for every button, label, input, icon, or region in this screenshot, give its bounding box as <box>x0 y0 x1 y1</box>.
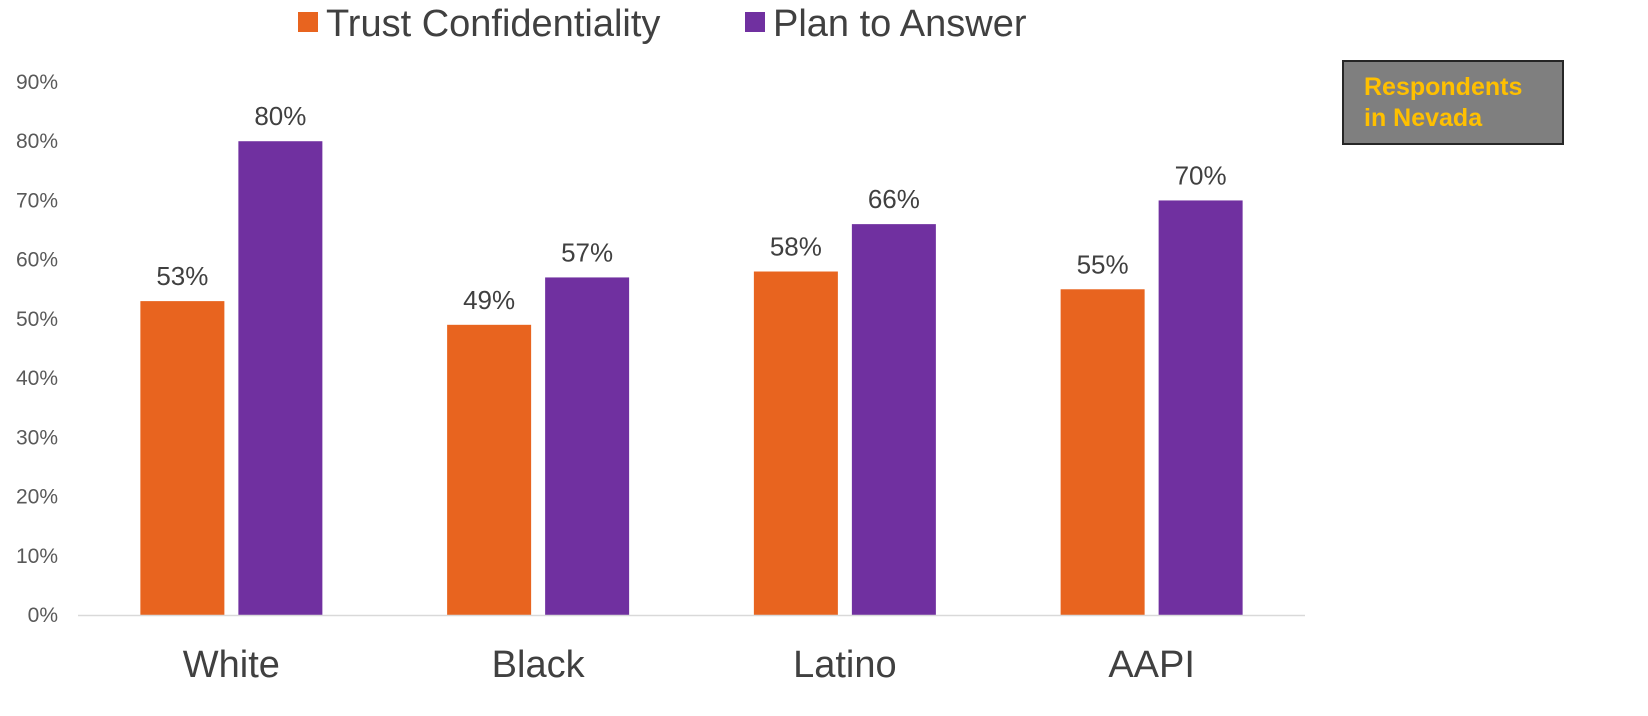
y-tick-label: 10% <box>16 545 58 568</box>
bar-aapi-1 <box>1158 200 1243 615</box>
legend-swatch <box>745 12 765 32</box>
data-label: 80% <box>254 101 306 131</box>
legend-label: Trust Confidentiality <box>326 3 660 45</box>
data-label: 55% <box>1077 249 1129 279</box>
y-tick-label: 50% <box>16 308 58 331</box>
y-tick-label: 80% <box>16 130 58 153</box>
bar-latino-0 <box>753 271 838 615</box>
data-label: 58% <box>770 232 822 262</box>
category-label: White <box>183 644 280 686</box>
category-label: Black <box>492 644 586 686</box>
bar-white-1 <box>238 141 323 615</box>
bars <box>140 141 1243 615</box>
category-label: AAPI <box>1108 644 1195 686</box>
data-label: 70% <box>1175 160 1227 190</box>
y-tick-label: 0% <box>28 604 58 627</box>
y-tick-label: 60% <box>16 249 58 272</box>
bar-latino-1 <box>851 224 936 615</box>
y-tick-label: 40% <box>16 367 58 390</box>
legend-label: Plan to Answer <box>773 3 1027 45</box>
data-labels: 53% 80% 49% 57% 58% 66% 55% 70% <box>156 101 1226 315</box>
category-label: Latino <box>793 644 897 686</box>
annotation-text: Respondents in Nevada <box>1364 73 1523 132</box>
bar-white-0 <box>140 301 225 615</box>
y-tick-label: 70% <box>16 189 58 212</box>
bar-aapi-0 <box>1060 289 1145 615</box>
data-label: 53% <box>156 261 208 291</box>
y-tick-label: 90% <box>16 71 58 94</box>
bar-black-0 <box>447 324 532 615</box>
y-tick-label: 30% <box>16 426 58 449</box>
data-label: 49% <box>463 285 515 315</box>
y-tick-label: 20% <box>16 486 58 509</box>
data-label: 57% <box>561 237 613 267</box>
legend-swatch <box>298 12 318 32</box>
y-axis: 0% 10% 20% 30% 40% 50% 60% 70% 80% 90% <box>16 71 58 627</box>
data-label: 66% <box>868 184 920 214</box>
bar-black-1 <box>545 277 630 615</box>
annotation-box: Respondents in Nevada <box>1342 60 1564 145</box>
x-axis: White Black Latino AAPI <box>183 644 1195 686</box>
legend: Trust Confidentiality Plan to Answer <box>298 3 1027 45</box>
